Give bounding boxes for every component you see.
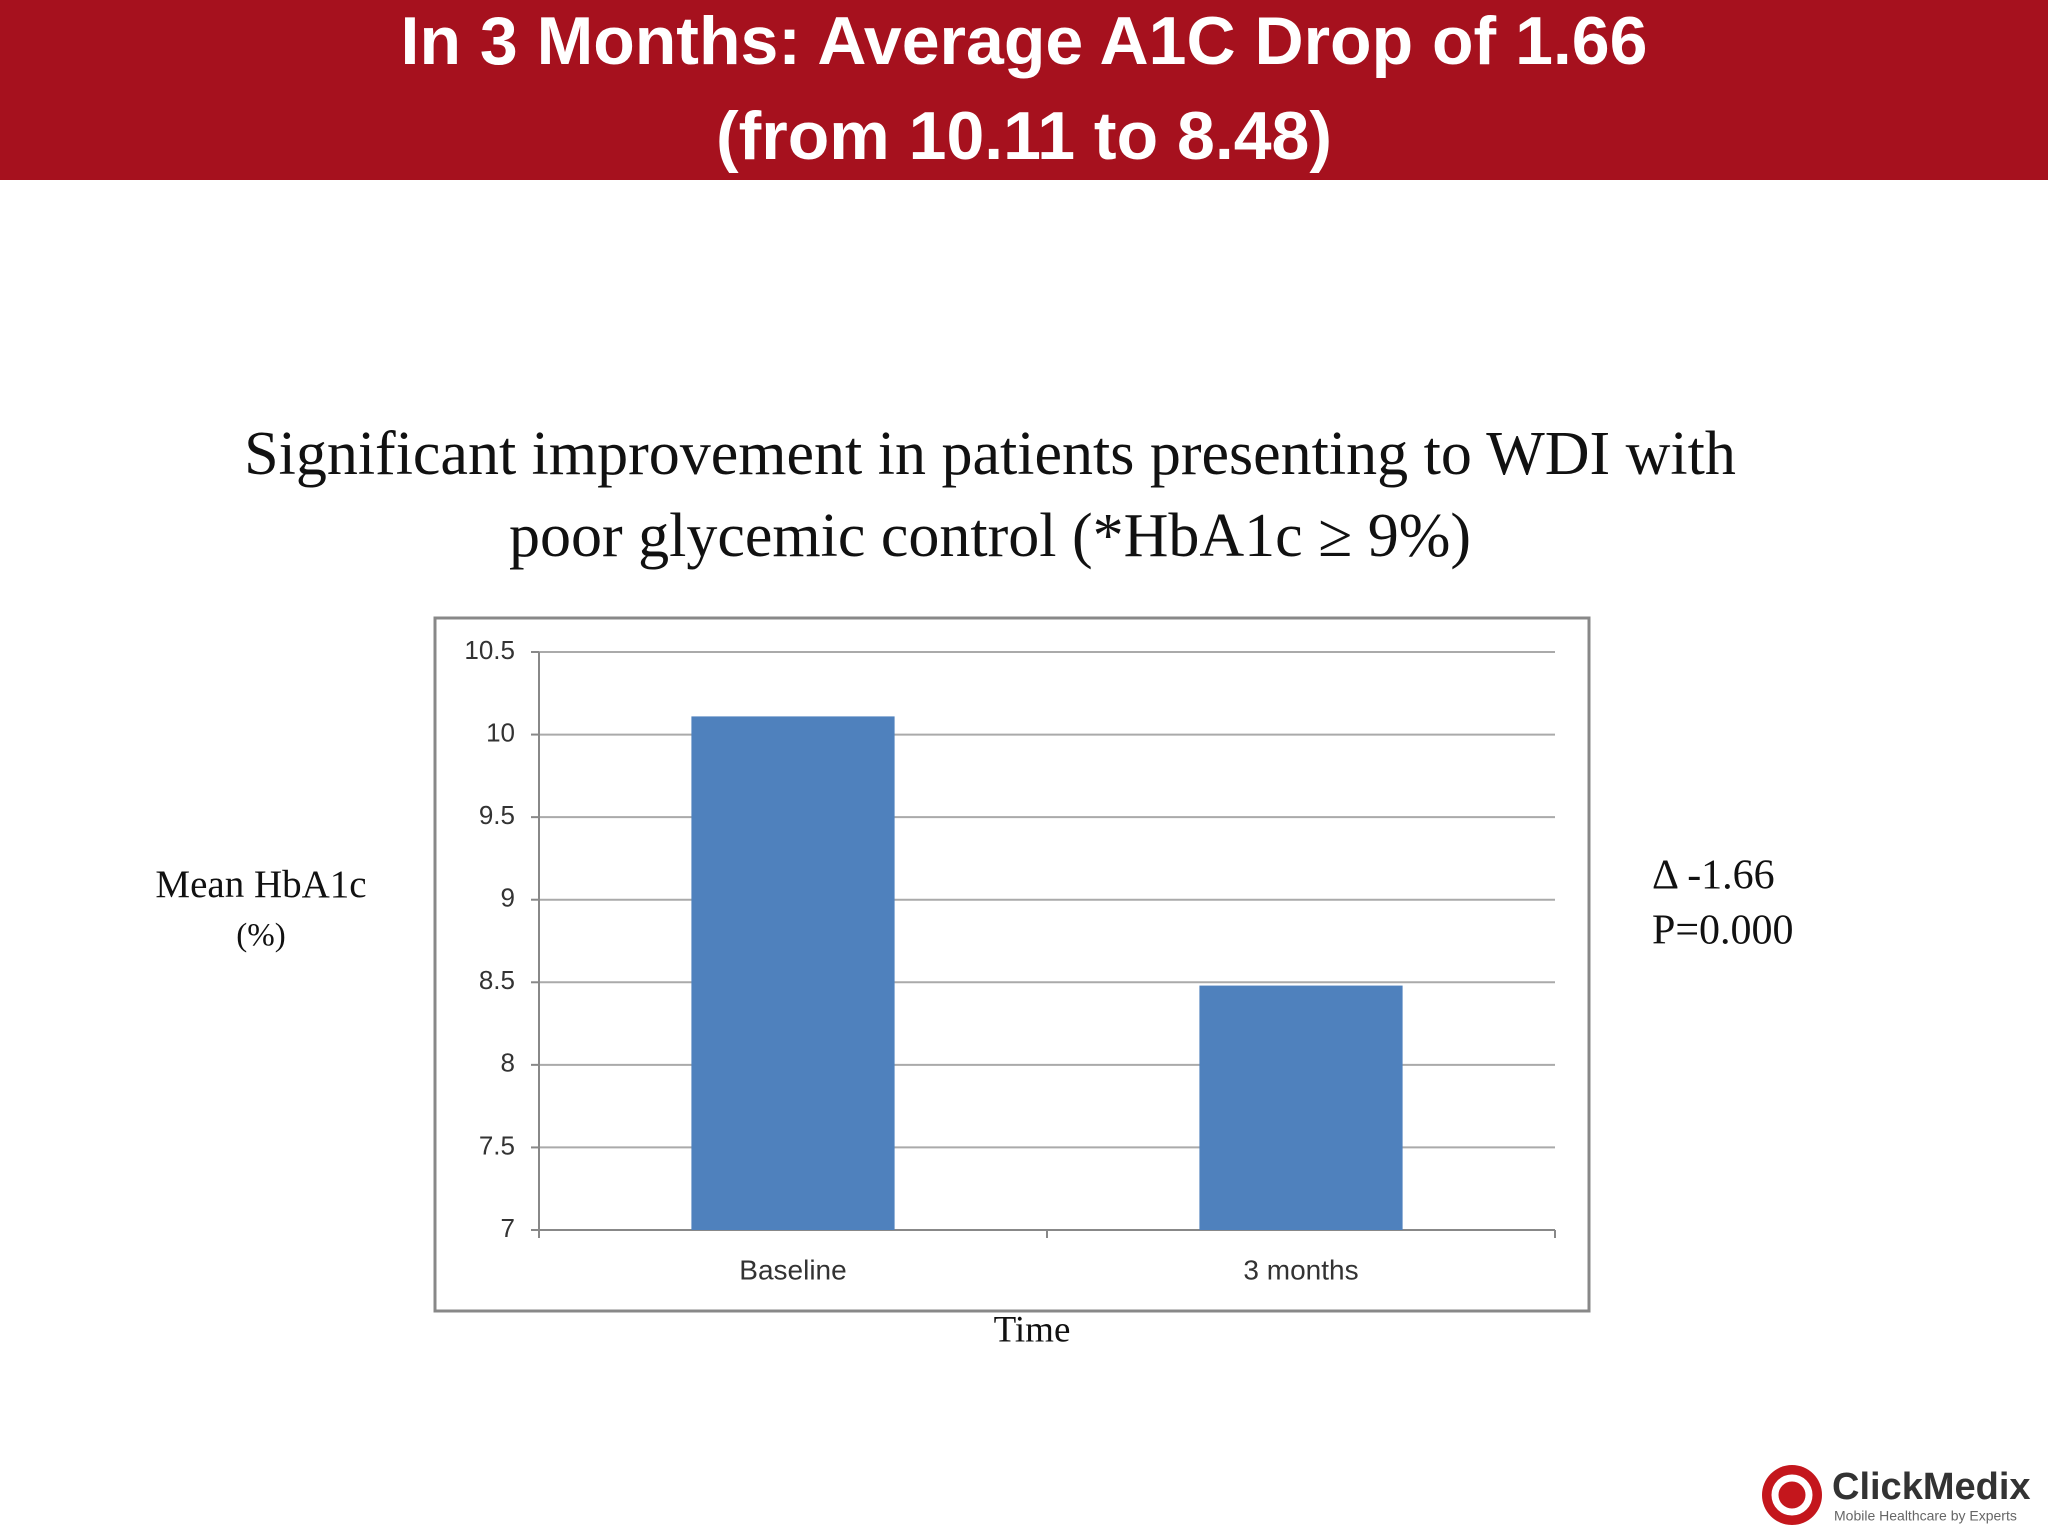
- annotation: P=0.000: [1652, 908, 1794, 954]
- y-tick-label: 8.5: [479, 965, 515, 995]
- y-tick-label: 9: [501, 883, 515, 913]
- header-band: [0, 0, 2048, 180]
- y-tick-label: 9.5: [479, 800, 515, 830]
- chart-frame: [433, 616, 1591, 1313]
- header-title: In 3 Months: Average A1C Drop of 1.66: [401, 3, 1648, 79]
- header-title: (from 10.11 to 8.48): [716, 98, 1332, 174]
- y-tick-label: 7: [501, 1213, 515, 1243]
- y-tick-label: 10: [486, 717, 515, 747]
- y-axis-label: Mean HbA1c: [155, 863, 366, 906]
- y-tick-label: 10.5: [464, 635, 515, 665]
- annotation: Δ -1.66: [1652, 853, 1775, 899]
- plot-area: 7 7.5 8 8.5 9 9.5 10 10.5 Baseline 3 months: [464, 635, 1556, 1285]
- bar: [691, 716, 895, 1230]
- y-tick-label: 8: [501, 1048, 515, 1078]
- logo-icon: [1762, 1465, 1822, 1525]
- logo-name: ClickMedix: [1832, 1466, 2031, 1508]
- logo-icon-ring: [1771, 1474, 1813, 1516]
- x-tick-label: 3 months: [1243, 1254, 1358, 1285]
- x-axis-label: Time: [994, 1309, 1071, 1350]
- y-tick-label: 7.5: [479, 1130, 515, 1160]
- bar: [1199, 985, 1403, 1230]
- logo-tagline: Mobile Healthcare by Experts: [1834, 1508, 2017, 1524]
- x-tick-label: Baseline: [739, 1254, 846, 1285]
- y-axis-label: (%): [236, 918, 285, 954]
- chart-title: Significant improvement in patients pres…: [244, 420, 1736, 488]
- chart-title: poor glycemic control (*HbA1c ≥ 9%): [509, 502, 1471, 570]
